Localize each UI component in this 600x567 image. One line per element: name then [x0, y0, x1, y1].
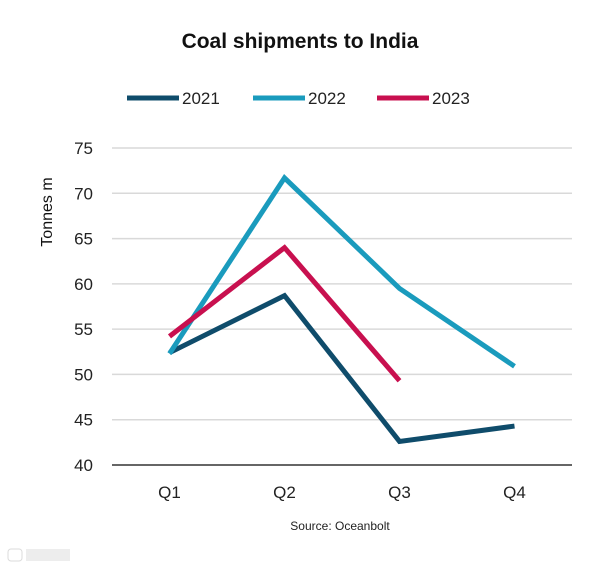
y-tick-label: 50: [74, 365, 93, 384]
y-tick-label: 40: [74, 456, 93, 475]
x-tick-label: Q2: [273, 483, 296, 502]
legend-label: 2023: [432, 89, 470, 108]
y-tick-label: 65: [74, 230, 93, 249]
source-note: Source: Oceanbolt: [290, 519, 390, 533]
y-axis-ticks: 40 45 50 55 60 65 70 75: [74, 139, 93, 475]
legend-label: 2022: [308, 89, 346, 108]
y-tick-label: 75: [74, 139, 93, 158]
gridlines: [112, 147, 572, 466]
x-tick-label: Q3: [388, 483, 411, 502]
y-tick-label: 55: [74, 320, 93, 339]
legend-label: 2021: [182, 89, 220, 108]
y-tick-label: 45: [74, 411, 93, 430]
y-axis-label: Tonnes m: [39, 177, 56, 246]
y-tick-label: 60: [74, 275, 93, 294]
x-axis-ticks: Q1 Q2 Q3 Q4: [158, 483, 526, 502]
series-lines: [167, 173, 516, 445]
x-tick-label: Q1: [158, 483, 181, 502]
y-tick-label: 70: [74, 184, 93, 203]
chart-title: Coal shipments to India: [182, 30, 419, 53]
series-line-2023: [167, 244, 402, 383]
watermark-logo: [7, 548, 70, 562]
series-line-2022: [167, 173, 516, 369]
legend: 2021 2022 2023: [127, 89, 470, 108]
series-line-2021: [168, 292, 515, 445]
x-tick-label: Q4: [503, 483, 526, 502]
